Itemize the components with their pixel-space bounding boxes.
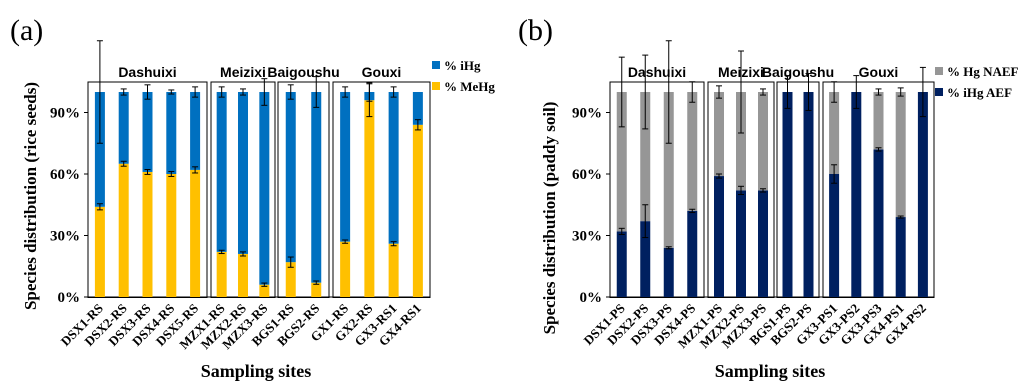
panel-a-group-label: Baigoushu	[267, 64, 339, 80]
panel-b-bar--ihg-aef	[758, 190, 768, 297]
panel-a-bar--mehg	[388, 243, 399, 297]
panel-a-y-tick-label: 0%	[58, 290, 81, 306]
panel-b-group-box	[822, 81, 935, 298]
panel-b-bar--ihg-aef	[851, 92, 862, 297]
panel-b-bar--ihg-aef	[803, 92, 814, 297]
panel-b-y-tick-label: 60%	[572, 167, 602, 183]
panel-a-bar--ihg	[142, 92, 153, 172]
panel-a-bar--mehg	[190, 169, 201, 297]
panel-a-bar--ihg	[166, 92, 177, 174]
panel-a-y-tick-label: 90%	[50, 106, 80, 122]
panel-a-legend-label: % iHg	[444, 58, 481, 73]
panel-a-y-tick-label: 60%	[50, 167, 80, 183]
panel-b-legend-label: % Hg NAEF	[947, 64, 1019, 79]
panel-a-group-label: Gouxi	[362, 64, 402, 80]
panel-a-bar--ihg	[412, 92, 423, 125]
panel-a-plot-area: 0% 30% 60% 90% Dashuixi Meizixi Baigoushu Gouxi…	[50, 40, 495, 352]
panel-b-group-label: Dashuixi	[628, 64, 686, 80]
panel-b-y-tick-label: 0%	[580, 290, 603, 306]
panel-a-bar--mehg	[259, 284, 270, 297]
panel-a-group-box	[277, 81, 330, 298]
panel-a-group-box	[87, 81, 208, 298]
panel-a-bar--mehg	[142, 171, 153, 297]
panel-a-y-axis-label: Species distribution (rice seeds)	[21, 82, 40, 310]
panel-b-bar--ihg-aef	[782, 92, 793, 297]
panel-a-group-label: Meizixi	[220, 64, 266, 80]
panel-a-legend-swatch	[432, 82, 440, 90]
panel-b-bar--hg-naef	[663, 92, 674, 248]
panel-a-label: (a)	[10, 14, 43, 47]
panel-b-bar--ihg-aef	[714, 176, 724, 297]
panel-a-bar--mehg	[166, 174, 177, 297]
panel-a-bar--ihg	[216, 92, 227, 252]
panel-a-bar--ihg	[118, 92, 129, 164]
panel-a-bar--mehg	[340, 241, 351, 297]
panel-b-bar--hg-naef	[873, 92, 884, 150]
panel-a-bar--mehg	[412, 124, 423, 297]
panel-a-bar--mehg	[311, 282, 322, 297]
panel-b-y-tick-label: 90%	[572, 106, 602, 122]
panel-a-bar--mehg	[364, 100, 375, 297]
panel-a-bar--mehg	[216, 251, 227, 297]
panel-b-bar--ihg-aef	[687, 210, 698, 297]
panel-a-bar--mehg	[118, 163, 129, 297]
panel-b-bar--ihg-aef	[640, 221, 651, 297]
panel-a-bar--ihg	[388, 92, 399, 244]
panel-b-bar--hg-naef	[687, 92, 698, 211]
panel-a: (a) Species distribution (rice seeds) Sa…	[10, 14, 495, 381]
panel-a-bar--ihg	[238, 92, 248, 254]
panel-a-bar--ihg	[285, 92, 296, 263]
panel-b-bar--hg-naef	[895, 92, 906, 218]
panel-a-legend-swatch	[432, 61, 440, 69]
panel-b-group-label: Baigoushu	[762, 64, 834, 80]
panel-b-group-box	[609, 81, 705, 298]
panel-b-bar--hg-naef	[616, 92, 627, 232]
panel-a-bar--mehg	[94, 206, 105, 297]
panel-a-x-axis-label: Sampling sites	[201, 361, 312, 381]
panel-b-legend-swatch	[935, 67, 943, 75]
panel-b-bar--ihg-aef	[616, 231, 627, 297]
panel-b-bar--hg-naef	[714, 92, 724, 177]
panel-a-y-tick-label: 30%	[50, 229, 80, 245]
panel-b-bar--hg-naef	[758, 92, 768, 191]
panel-a-group-box	[332, 81, 431, 298]
panel-b-label: (b)	[518, 14, 553, 47]
panel-b-bar--hg-naef	[829, 92, 840, 174]
panel-a-bar--ihg	[259, 92, 270, 285]
panel-b-y-tick-label: 30%	[572, 229, 602, 245]
panel-b-bar--ihg-aef	[663, 247, 674, 297]
panel-a-bar--ihg	[94, 92, 105, 207]
panel-b-bar--hg-naef	[736, 92, 746, 191]
panel-b-legend-label: % iHg AEF	[947, 85, 1012, 100]
panel-a-bar--mehg	[285, 262, 296, 297]
panel-b-bar--hg-naef	[640, 92, 651, 222]
panel-a-bar--ihg	[311, 92, 322, 283]
panel-b-bar--ihg-aef	[917, 92, 928, 297]
panel-a-group-box	[210, 81, 276, 298]
panel-b-legend-swatch	[935, 88, 943, 96]
panel-b-bar--ihg-aef	[829, 174, 840, 297]
panel-b-group-box	[776, 81, 820, 298]
panel-b-x-axis-label: Sampling sites	[715, 361, 826, 381]
panel-b-y-axis-label: Species distribution (paddy soil)	[540, 102, 559, 335]
panel-a-bar--mehg	[238, 253, 248, 297]
panel-a-bar--ihg	[190, 92, 201, 170]
panel-b-bar--ihg-aef	[736, 190, 746, 297]
panel-b: (b) Species distribution (paddy soil) Sa…	[518, 14, 1019, 381]
panel-b-bar--ihg-aef	[873, 149, 884, 297]
panel-b-bar--ihg-aef	[895, 217, 906, 297]
panel-a-group-label: Dashuixi	[118, 64, 176, 80]
panel-a-bar--ihg	[340, 92, 351, 242]
panel-a-legend-label: % MeHg	[444, 79, 495, 94]
panel-b-group-label: Gouxi	[859, 64, 899, 80]
